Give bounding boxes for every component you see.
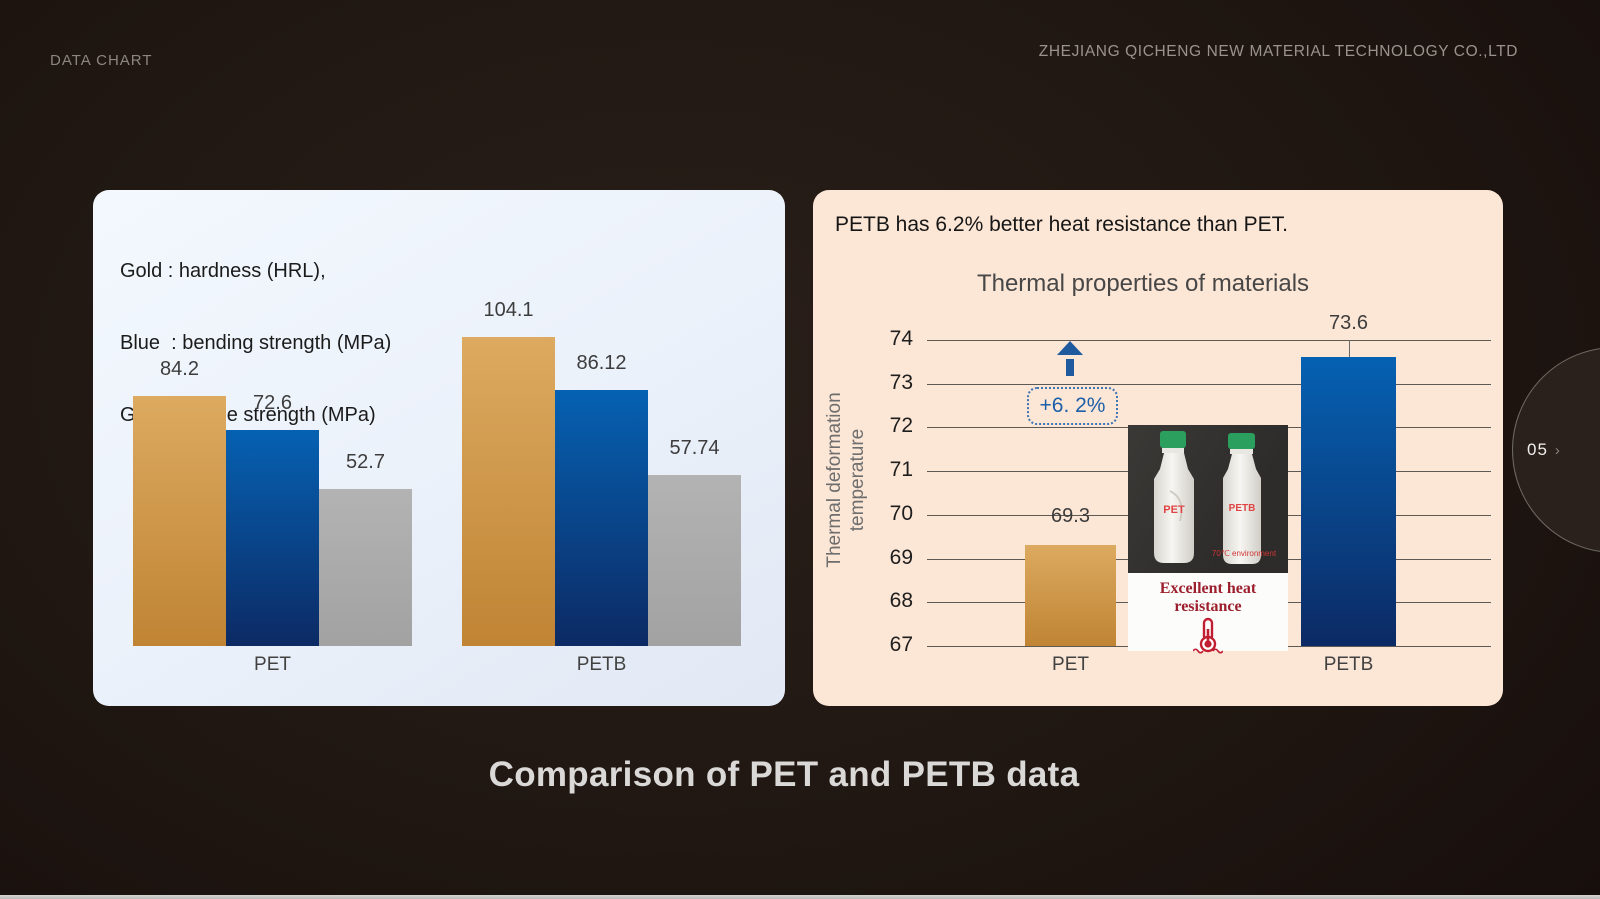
bar-petb-blue bbox=[555, 390, 648, 646]
tick-label-73: 73 bbox=[889, 370, 913, 394]
value-leader-line bbox=[1348, 340, 1350, 358]
tick-label-69: 69 bbox=[889, 545, 913, 569]
tick-label-68: 68 bbox=[889, 589, 913, 613]
next-chevron-icon: › bbox=[1554, 441, 1560, 459]
bottle-petb: PETB 70℃ environment bbox=[1212, 433, 1277, 564]
legend-line-blue: Blue : bending strength (MPa) bbox=[120, 332, 392, 354]
tick-label-67: 67 bbox=[889, 633, 913, 656]
bar-pet-gray bbox=[319, 489, 412, 646]
gridline-74 bbox=[927, 340, 1491, 341]
page-title: Comparison of PET and PETB data bbox=[488, 755, 1080, 794]
value-label-petb-gold: 104.1 bbox=[483, 298, 534, 321]
bar-petb-gray bbox=[648, 474, 741, 646]
photo-caption: Excellent heat resistance bbox=[1159, 580, 1257, 615]
product-photo: PET PETB 70℃ environment Excellent heat … bbox=[1128, 425, 1288, 654]
bottles-photo: PET PETB 70℃ environment bbox=[1128, 425, 1288, 573]
bottle-petb-label: PETB bbox=[1229, 503, 1256, 514]
value-label-petb-gray: 57.74 bbox=[669, 436, 720, 459]
header-left-label: DATA CHART bbox=[50, 52, 153, 69]
value-label-petb-blue: 86.12 bbox=[576, 352, 627, 375]
photo-note: 70℃ environment bbox=[1212, 549, 1277, 558]
category-label-petb-thermal: PETB bbox=[1323, 654, 1374, 675]
left-chart-card: Gold : hardness (HRL), Blue : bending st… bbox=[93, 190, 785, 706]
photo-caption-strip: Excellent heat resistance bbox=[1128, 573, 1288, 654]
bar-pet-blue bbox=[226, 430, 319, 646]
grouped-bar-chart: 84.2 72.6 52.7 PET 104.1 86.12 57.74 PETB bbox=[93, 190, 785, 706]
right-chart-card: PETB has 6.2% better heat resistance tha… bbox=[813, 190, 1503, 706]
bottom-strip bbox=[0, 895, 1600, 899]
tick-label-71: 71 bbox=[889, 458, 913, 482]
tick-label-74: 74 bbox=[889, 327, 913, 350]
increase-arrow-icon bbox=[1057, 341, 1083, 382]
heat-resistance-headline: PETB has 6.2% better heat resistance tha… bbox=[835, 213, 1288, 236]
bar-pet-thermal bbox=[1025, 545, 1116, 646]
bottle-pet-label: PET bbox=[1163, 504, 1185, 516]
thermal-chart-title: Thermal properties of materials bbox=[976, 270, 1310, 297]
value-label-pet-gray: 52.7 bbox=[346, 451, 385, 474]
category-label-pet: PET bbox=[254, 654, 291, 675]
category-label-pet-thermal: PET bbox=[1052, 654, 1089, 675]
annotation-box: +6. 2% bbox=[1027, 387, 1118, 425]
page-indicator[interactable]: 05 › bbox=[1512, 347, 1600, 553]
value-label-pet-thermal: 69.3 bbox=[1051, 505, 1090, 528]
thermometer-icon bbox=[1192, 617, 1224, 654]
bottle-pet: PET bbox=[1154, 431, 1194, 563]
thermal-bar-chart: 67 68 69 70 71 72 73 74 69.3 PET 73.6 PETB bbox=[813, 190, 1503, 706]
bar-pet-gold bbox=[133, 395, 226, 646]
value-label-pet-blue: 72.6 bbox=[253, 392, 292, 415]
category-label-petb: PETB bbox=[576, 654, 627, 675]
bar-petb-thermal bbox=[1301, 357, 1396, 646]
gridline-73 bbox=[927, 383, 1491, 385]
value-label-petb-thermal: 73.6 bbox=[1329, 312, 1368, 335]
tick-label-72: 72 bbox=[889, 414, 913, 438]
company-name: ZHEJIANG QICHENG NEW MATERIAL TECHNOLOGY… bbox=[1038, 43, 1518, 60]
tick-label-70: 70 bbox=[889, 501, 913, 525]
value-label-pet-gold: 84.2 bbox=[160, 357, 199, 380]
page-number: 05 bbox=[1527, 440, 1548, 459]
bar-petb-gold bbox=[462, 336, 555, 646]
legend-line-gold: Gold : hardness (HRL), bbox=[120, 260, 326, 282]
